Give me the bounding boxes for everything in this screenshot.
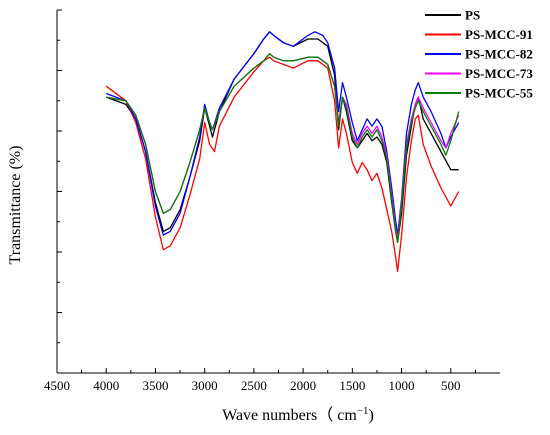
x-axis-title-superscript: −1 [357,405,369,417]
x-axis-title-main: Wave numbers（ cm [222,406,357,424]
y-axis-title: Transmittance (%) [7,146,24,265]
x-tick-label: 3500 [142,378,168,393]
x-tick-label: 500 [441,378,461,393]
x-tick-label: 1000 [389,378,415,393]
x-tick-label: 4000 [93,378,119,393]
x-tick-label: 3000 [192,378,218,393]
series-line-ps-mcc-73 [106,52,460,240]
svg-text:Wave numbers（ cm−1): Wave numbers（ cm−1) [222,405,374,424]
legend-label-ps-mcc-82: PS-MCC-82 [465,47,533,62]
series-line-ps-mcc-82 [105,31,460,236]
series-group [105,31,460,273]
x-axis-title: Wave numbers（ cm−1) [222,405,374,424]
series-line-ps-mcc-55 [106,52,460,243]
x-axis-title-close: ) [369,407,374,424]
legend-label-ps: PS [465,8,480,23]
x-tick-label: 1500 [339,378,365,393]
series-line-ps-mcc-91 [105,56,460,273]
x-tick-label: 2000 [290,378,316,393]
legend-label-ps-mcc-55: PS-MCC-55 [465,86,533,101]
legend-label-ps-mcc-73: PS-MCC-73 [465,66,533,81]
x-tick-label: 4500 [44,378,70,393]
legend: PS PS-MCC-91 PS-MCC-82 PS-MCC-73 PS-MCC-55 [425,8,533,101]
x-tick-label: 2500 [241,378,267,393]
axes-group: 4500 4000 3500 3000 2500 2000 1500 1000 500 [44,9,500,393]
legend-label-ps-mcc-91: PS-MCC-91 [465,27,533,42]
